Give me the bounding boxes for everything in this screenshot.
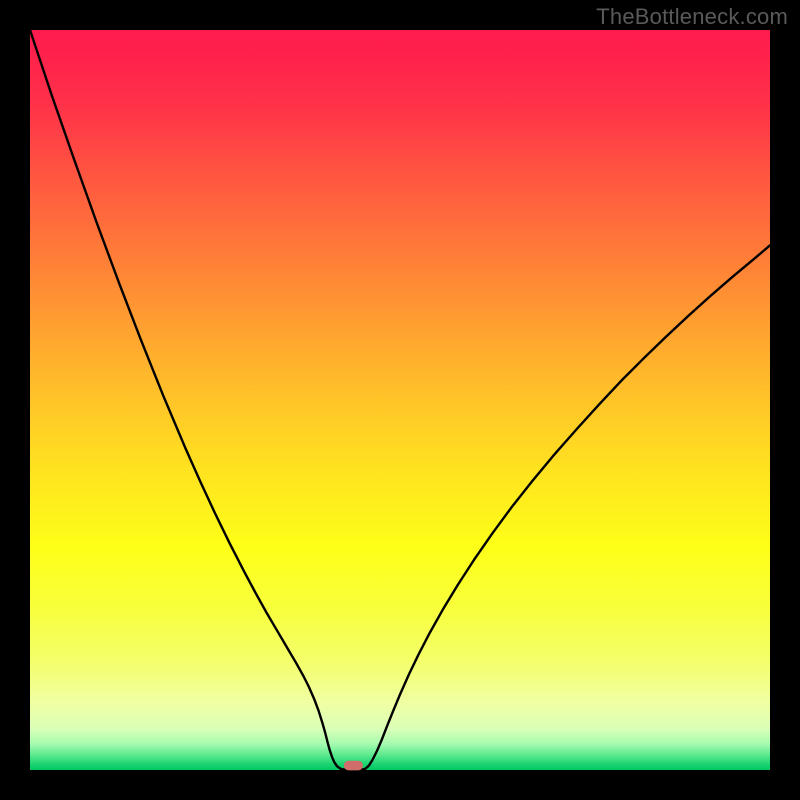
watermark-text: TheBottleneck.com — [596, 4, 788, 30]
plot-background — [30, 30, 770, 770]
chart-container: TheBottleneck.com — [0, 0, 800, 800]
bottleneck-chart — [0, 0, 800, 800]
optimal-point-marker — [344, 761, 363, 771]
